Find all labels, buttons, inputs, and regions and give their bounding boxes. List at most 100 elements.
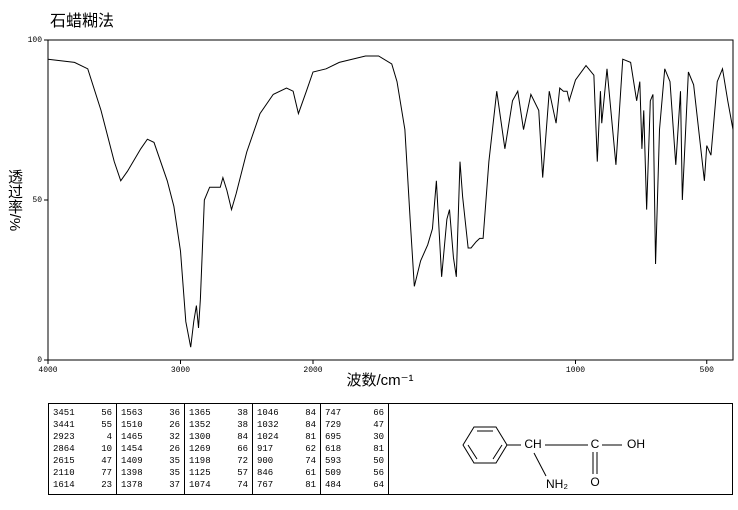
peak-transmittance: 84 <box>305 420 316 430</box>
peak-wavenumber: 1046 <box>257 408 279 418</box>
peak-row: 900 74 <box>257 455 316 467</box>
peak-transmittance: 32 <box>169 432 180 442</box>
peak-wavenumber: 1269 <box>189 444 211 454</box>
peak-row: 1398 35 <box>121 467 180 479</box>
peak-row: 593 50 <box>325 455 384 467</box>
x-tick-label: 1000 <box>566 366 585 375</box>
peak-transmittance: 36 <box>169 408 180 418</box>
peak-row: 1378 37 <box>121 479 180 491</box>
peak-row: 2615 47 <box>53 455 112 467</box>
peak-row: 767 81 <box>257 479 316 491</box>
peak-wavenumber: 1465 <box>121 432 143 442</box>
spectrum-line <box>47 55 734 348</box>
peak-wavenumber: 1125 <box>189 468 211 478</box>
peak-wavenumber: 695 <box>325 432 342 442</box>
peak-transmittance: 38 <box>237 408 248 418</box>
peak-wavenumber: 1300 <box>189 432 211 442</box>
peak-wavenumber: 2110 <box>53 468 75 478</box>
chart-title: 石蜡糊法 <box>50 12 114 30</box>
peak-wavenumber: 484 <box>325 480 342 490</box>
peak-transmittance: 47 <box>101 456 112 466</box>
peak-transmittance: 61 <box>305 468 316 478</box>
peak-row: 1046 84 <box>257 407 316 419</box>
peak-wavenumber: 1198 <box>189 456 211 466</box>
peak-row: 1198 72 <box>189 455 248 467</box>
peak-transmittance: 56 <box>373 468 384 478</box>
peak-row: 1510 26 <box>121 419 180 431</box>
x-tick-label: 4000 <box>38 366 57 375</box>
peak-row: 1024 81 <box>257 431 316 443</box>
peak-wavenumber: 1563 <box>121 408 143 418</box>
peak-transmittance: 64 <box>373 480 384 490</box>
y-tick-label: 0 <box>37 356 42 365</box>
peak-row: 1465 32 <box>121 431 180 443</box>
peak-transmittance: 26 <box>169 420 180 430</box>
peak-row: 509 56 <box>325 467 384 479</box>
peak-table: 3451 56 3441 55 2923 4 2864 10 2615 47 2110 77 1614 2… <box>48 403 733 495</box>
y-axis-label: 透过率/% <box>6 169 23 232</box>
peak-wavenumber: 3441 <box>53 420 75 430</box>
peak-wavenumber: 2923 <box>53 432 75 442</box>
peak-row: 1614 23 <box>53 479 112 491</box>
peak-row: 1454 26 <box>121 443 180 455</box>
peak-column: 1046 84 1032 84 1024 81 917 62 900 74 846 61 767 81 <box>253 404 321 494</box>
peak-row: 2110 77 <box>53 467 112 479</box>
peak-wavenumber: 1614 <box>53 480 75 490</box>
peak-transmittance: 72 <box>237 456 248 466</box>
peak-wavenumber: 1510 <box>121 420 143 430</box>
peak-transmittance: 37 <box>169 480 180 490</box>
peak-transmittance: 50 <box>373 456 384 466</box>
peak-wavenumber: 900 <box>257 456 274 466</box>
peak-transmittance: 55 <box>101 420 112 430</box>
chart: 石蜡糊法 波数/cm⁻¹ 透过率/% 0 50 100 4000 3000 2000 100… <box>6 12 734 389</box>
peak-column: 747 66 729 47 695 30 618 81 593 50 509 56 484 64 <box>321 404 389 494</box>
peak-row: 729 47 <box>325 419 384 431</box>
peak-wavenumber: 1454 <box>121 444 143 454</box>
x-axis-label: 波数/cm⁻¹ <box>346 372 413 389</box>
peak-row: 484 64 <box>325 479 384 491</box>
peak-row: 1409 35 <box>121 455 180 467</box>
y-tick-label: 50 <box>32 196 42 205</box>
peak-wavenumber: 729 <box>325 420 342 430</box>
peak-transmittance: 38 <box>237 420 248 430</box>
peak-wavenumber: 2615 <box>53 456 75 466</box>
peak-transmittance: 23 <box>101 480 112 490</box>
peak-wavenumber: 1409 <box>121 456 143 466</box>
peak-row: 1032 84 <box>257 419 316 431</box>
peak-transmittance: 47 <box>373 420 384 430</box>
peak-transmittance: 56 <box>101 408 112 418</box>
peak-row: 1074 74 <box>189 479 248 491</box>
x-tick-label: 500 <box>700 366 715 375</box>
peak-wavenumber: 509 <box>325 468 342 478</box>
peak-column: 3451 56 3441 55 2923 4 2864 10 2615 47 2110 77 1614 2… <box>49 404 117 494</box>
peak-column: 1365 38 1352 38 1300 84 1269 66 1198 72 1125 57 1074… <box>185 404 253 494</box>
peak-transmittance: 74 <box>237 480 248 490</box>
peak-wavenumber: 747 <box>325 408 342 418</box>
peak-transmittance: 66 <box>237 444 248 454</box>
y-tick-label: 100 <box>28 36 43 45</box>
peak-row: 2923 4 <box>53 431 112 443</box>
peak-row: 1269 66 <box>189 443 248 455</box>
peak-transmittance: 35 <box>169 456 180 466</box>
peak-transmittance: 10 <box>101 444 112 454</box>
peak-wavenumber: 618 <box>325 444 342 454</box>
peak-transmittance: 66 <box>373 408 384 418</box>
peak-wavenumber: 1032 <box>257 420 279 430</box>
peak-row: 618 81 <box>325 443 384 455</box>
peak-wavenumber: 3451 <box>53 408 75 418</box>
peak-transmittance: 30 <box>373 432 384 442</box>
peak-row: 846 61 <box>257 467 316 479</box>
peak-transmittance: 81 <box>305 480 316 490</box>
peak-wavenumber: 1398 <box>121 468 143 478</box>
peak-column: 1563 36 1510 26 1465 32 1454 26 1409 35 1398 35 1378… <box>117 404 185 494</box>
peak-row: 917 62 <box>257 443 316 455</box>
peak-wavenumber: 1024 <box>257 432 279 442</box>
peak-wavenumber: 593 <box>325 456 342 466</box>
peak-transmittance: 84 <box>237 432 248 442</box>
peak-wavenumber: 1378 <box>121 480 143 490</box>
peak-transmittance: 62 <box>305 444 316 454</box>
peak-row: 1352 38 <box>189 419 248 431</box>
x-tick-label: 2000 <box>303 366 322 375</box>
peak-row: 2864 10 <box>53 443 112 455</box>
peak-wavenumber: 2864 <box>53 444 75 454</box>
